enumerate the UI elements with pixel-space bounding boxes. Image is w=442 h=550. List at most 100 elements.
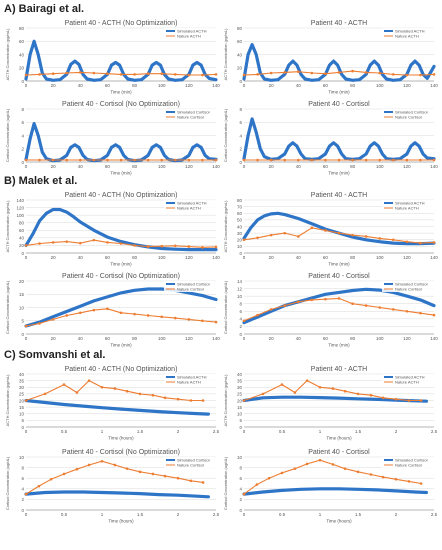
x-tick-label: 80	[132, 83, 138, 88]
nature-data-point	[405, 73, 409, 77]
nature-data-point	[189, 399, 193, 402]
legend-label: Nature ACTH	[177, 380, 201, 385]
nature-data-point	[318, 385, 322, 389]
chart-title: Patient 40 - Cortisol	[308, 273, 370, 280]
y-tick-label: 40	[19, 52, 25, 57]
nature-data-point	[201, 319, 204, 323]
nature-data-point	[310, 298, 314, 302]
y-axis-label: ACTH Concentration (pg/mL)	[5, 374, 10, 426]
x-tick-label: 20	[51, 336, 57, 341]
y-axis-label: Cortisol Concentration (ug/dL)	[5, 456, 10, 510]
x-tick-label: 20	[269, 255, 275, 260]
nature-data-point	[419, 482, 423, 485]
nature-data-point	[261, 392, 265, 396]
nature-data-point	[283, 304, 287, 307]
nature-data-point	[201, 73, 204, 77]
y-axis-label: ACTH Concentration (pg/mL)	[223, 28, 228, 80]
nature-data-point	[255, 483, 259, 486]
nature-data-point	[391, 238, 395, 242]
nature-data-point	[337, 231, 341, 235]
y-tick-label: 5	[21, 418, 24, 423]
x-tick-label: 60	[105, 83, 111, 88]
x-tick-label: 2.5	[213, 429, 220, 434]
y-tick-label: 40	[237, 52, 243, 57]
nature-data-point	[176, 397, 180, 401]
y-tick-label: 50	[237, 218, 243, 223]
nature-data-point	[100, 385, 104, 389]
nature-data-point	[331, 463, 335, 466]
nature-data-point	[119, 73, 123, 76]
legend-label: Nature ACTH	[395, 380, 419, 385]
nature-data-point	[160, 244, 164, 248]
x-axis-label: Time (min)	[328, 171, 350, 176]
x-tick-label: 20	[269, 336, 275, 341]
nature-data-point	[201, 399, 205, 402]
y-tick-label: 140	[16, 198, 24, 203]
y-tick-label: 30	[237, 385, 243, 390]
nature-data-point	[310, 71, 314, 75]
nature-data-point	[133, 73, 136, 76]
y-tick-label: 12	[237, 286, 243, 291]
nature-data-point	[378, 237, 382, 240]
y-tick-label: 80	[19, 26, 25, 31]
y-tick-label: 60	[19, 39, 25, 44]
nature-data-point	[51, 241, 55, 244]
y-tick-label: 6	[239, 120, 242, 125]
nature-data-point	[283, 231, 287, 235]
nature-data-point	[337, 71, 341, 74]
nature-data-point	[113, 463, 117, 467]
y-tick-label: 8	[239, 107, 242, 112]
nature-data-point	[432, 241, 436, 244]
chart-title: Patient 40 - Cortisol	[308, 449, 370, 456]
simulated-series-line	[242, 117, 436, 162]
nature-data-point	[310, 226, 314, 230]
nature-data-point	[146, 72, 150, 76]
nature-data-point	[324, 158, 327, 162]
x-tick-label: 120	[403, 255, 411, 260]
nature-data-point	[369, 473, 373, 476]
y-tick-label: 6	[239, 309, 242, 314]
chart-panel: Patient 40 - Cortisol 0 2 4 6 8 0 20 40 60 80 100 12…	[222, 98, 438, 176]
y-tick-label: 14	[237, 279, 243, 284]
y-tick-label: 40	[19, 372, 25, 377]
y-tick-label: 2	[21, 147, 24, 152]
nature-data-point	[242, 238, 246, 242]
legend-box	[382, 457, 434, 468]
nature-data-point	[51, 318, 55, 321]
x-tick-label: 80	[350, 164, 356, 169]
nature-data-point	[38, 73, 41, 76]
nature-data-point	[331, 387, 335, 390]
nature-data-point	[160, 315, 164, 319]
nature-data-point	[65, 71, 69, 75]
nature-data-point	[24, 158, 28, 162]
nature-data-point	[51, 72, 55, 76]
y-axis-label: Cortisol Concentration (ug/dL)	[223, 280, 228, 334]
nature-data-point	[419, 399, 423, 402]
x-tick-label: 100	[376, 164, 384, 169]
x-axis-label: Time (hours)	[108, 519, 134, 524]
chart-title: Patient 40 - ACTH (No Optimization)	[65, 20, 178, 27]
simulated-series-line	[242, 487, 428, 496]
x-tick-label: 40	[296, 255, 302, 260]
x-tick-label: 120	[185, 83, 193, 88]
nature-data-point	[432, 158, 436, 162]
y-tick-label: 20	[237, 66, 243, 71]
chart-panel: Patient 40 - ACTH (No Optimization) 0 5 10 1…	[4, 363, 220, 441]
legend-label: Simulated ACTH	[177, 201, 207, 206]
x-tick-label: 80	[350, 336, 356, 341]
x-tick-label: 0	[25, 512, 28, 517]
nature-data-point	[201, 158, 204, 162]
x-tick-label: 60	[323, 336, 329, 341]
y-tick-label: 100	[16, 213, 24, 218]
x-tick-label: 100	[376, 255, 384, 260]
legend-label: Simulated ACTH	[395, 375, 425, 380]
y-tick-label: 25	[237, 392, 243, 397]
y-tick-label: 40	[237, 224, 243, 229]
y-tick-label: 10	[237, 455, 243, 460]
nature-data-point	[187, 73, 191, 77]
nature-data-point	[405, 309, 409, 313]
nature-data-point	[296, 158, 300, 162]
nature-data-point	[324, 72, 327, 76]
y-tick-label: 10	[237, 412, 243, 417]
nature-data-point	[337, 297, 341, 300]
